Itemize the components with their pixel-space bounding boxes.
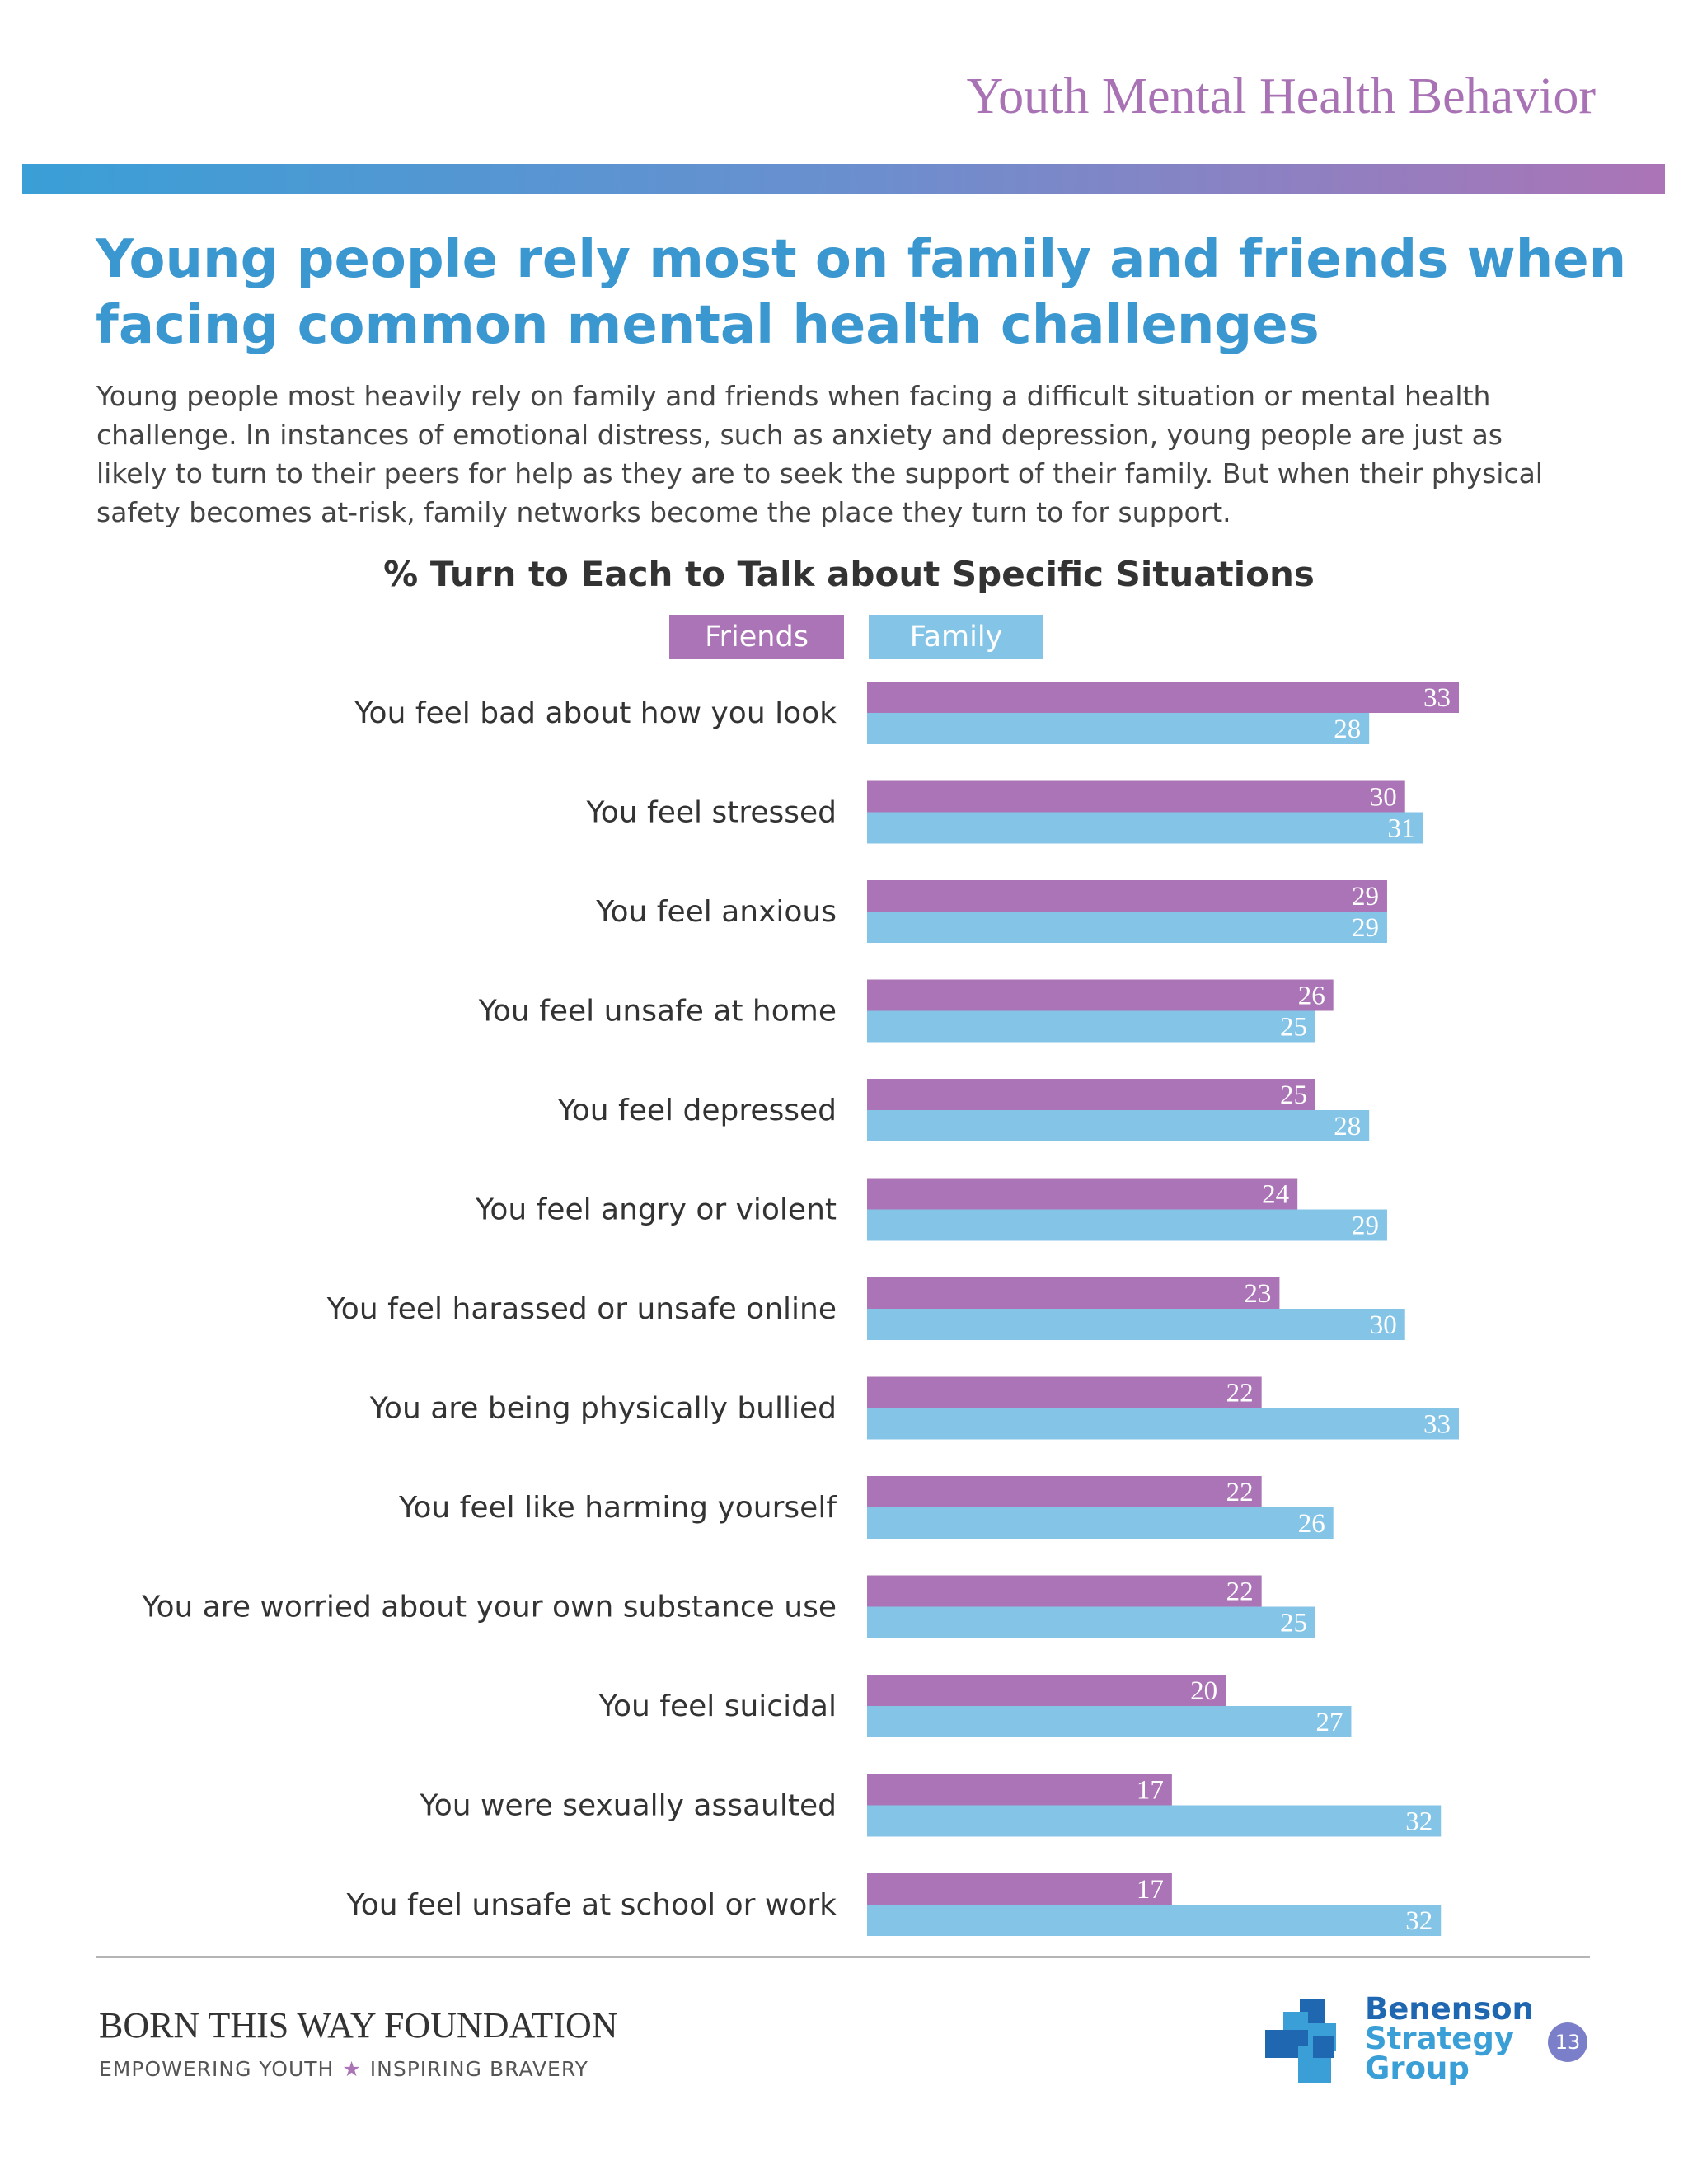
tagline-left: EMPOWERING YOUTH [99, 2057, 335, 2081]
family-bar [867, 713, 1370, 744]
category-label: You feel suicidal [598, 1690, 837, 1723]
friends-value-label: 30 [1370, 783, 1397, 813]
family-bar [867, 1507, 1334, 1539]
foundation-tagline: EMPOWERING YOUTH ★ INSPIRING BRAVERY [99, 2057, 588, 2081]
family-value-label: 26 [1298, 1509, 1325, 1539]
family-bar [867, 912, 1387, 943]
partner-line-3: Group [1365, 2050, 1470, 2086]
family-bar [867, 1309, 1405, 1340]
chart-title: % Turn to Each to Talk about Specific Si… [383, 554, 1315, 594]
friends-bar [867, 1079, 1315, 1110]
partner-line-1: Benenson [1365, 1991, 1534, 2027]
family-value-label: 31 [1387, 814, 1414, 844]
friends-value-label: 22 [1226, 1478, 1254, 1507]
category-label: You feel harassed or unsafe online [326, 1292, 837, 1326]
family-bar [867, 812, 1423, 844]
friends-value-label: 29 [1352, 882, 1379, 912]
benenson-logo-icon [1265, 1999, 1336, 2083]
family-bar [867, 1805, 1442, 1837]
family-bar [867, 1905, 1442, 1936]
friends-bar [867, 682, 1459, 713]
friends-bar [867, 1575, 1262, 1607]
family-value-label: 30 [1370, 1310, 1397, 1340]
category-label: You feel unsafe at school or work [346, 1888, 837, 1922]
header-gradient-bar [22, 164, 1665, 194]
category-label: You feel like harming yourself [398, 1491, 837, 1525]
category-label: You were sexually assaulted [420, 1789, 837, 1823]
category-label: You are being physically bullied [369, 1392, 837, 1426]
family-value-label: 29 [1352, 1212, 1379, 1241]
family-value-label: 32 [1405, 1807, 1432, 1837]
foundation-name: BORN THIS WAY FOUNDATION [99, 2005, 618, 2046]
bar-chart: You feel bad about how you look 33 28 You f… [141, 682, 1459, 1936]
section-header-title: Youth Mental Health Behavior [966, 68, 1596, 124]
family-value-label: 32 [1405, 1906, 1432, 1936]
category-label: You are worried about your own substance… [141, 1591, 837, 1624]
family-value-label: 27 [1315, 1708, 1343, 1737]
friends-value-label: 17 [1137, 1776, 1164, 1806]
friends-value-label: 24 [1262, 1180, 1289, 1210]
page-number: 13 [1548, 2022, 1587, 2062]
friends-bar [867, 979, 1334, 1011]
category-label: You feel unsafe at home [478, 995, 837, 1029]
friends-value-label: 22 [1226, 1577, 1254, 1607]
friends-value-label: 33 [1423, 683, 1451, 713]
family-value-label: 25 [1280, 1609, 1307, 1638]
category-label: You feel stressed [586, 796, 837, 830]
friends-bar [867, 1675, 1226, 1706]
footer-divider [96, 1956, 1590, 1958]
benenson-logo-text: Benenson Strategy Group [1365, 1994, 1534, 2083]
family-bar [867, 1706, 1352, 1737]
friends-value-label: 17 [1137, 1875, 1164, 1905]
friends-bar [867, 1178, 1298, 1210]
family-bar [867, 1209, 1387, 1241]
friends-value-label: 20 [1190, 1676, 1217, 1706]
friends-bar [867, 780, 1405, 813]
family-bar [867, 1110, 1370, 1141]
friends-value-label: 26 [1298, 982, 1325, 1011]
family-bar [867, 1408, 1459, 1440]
category-label: You feel angry or violent [475, 1193, 837, 1227]
star-icon: ★ [342, 2057, 362, 2081]
friends-value-label: 25 [1280, 1080, 1307, 1110]
friends-value-label: 23 [1244, 1279, 1271, 1309]
family-value-label: 33 [1423, 1410, 1451, 1440]
intro-paragraph: Young people most heavily rely on family… [96, 380, 1543, 528]
tagline-right: INSPIRING BRAVERY [369, 2057, 588, 2081]
page-title: Young people rely most on family and fri… [96, 229, 1627, 356]
friends-bar [867, 1277, 1280, 1309]
category-label: You feel depressed [557, 1094, 837, 1127]
family-bar [867, 1606, 1315, 1638]
family-value-label: 25 [1280, 1013, 1307, 1043]
friends-bar [867, 1873, 1172, 1905]
category-label: You feel bad about how you look [354, 696, 837, 730]
friends-bar [867, 1376, 1262, 1408]
legend-friends: Friends [669, 615, 844, 659]
friends-bar [867, 1476, 1262, 1507]
family-value-label: 28 [1334, 715, 1361, 744]
family-bar [867, 1010, 1315, 1043]
category-label: You feel anxious [595, 895, 837, 929]
friends-bar [867, 1774, 1172, 1806]
legend-family: Family [869, 615, 1043, 659]
family-value-label: 28 [1334, 1112, 1361, 1141]
friends-bar [867, 880, 1387, 912]
family-value-label: 29 [1352, 913, 1379, 943]
partner-line-2: Strategy [1365, 2021, 1514, 2056]
friends-value-label: 22 [1226, 1379, 1254, 1408]
